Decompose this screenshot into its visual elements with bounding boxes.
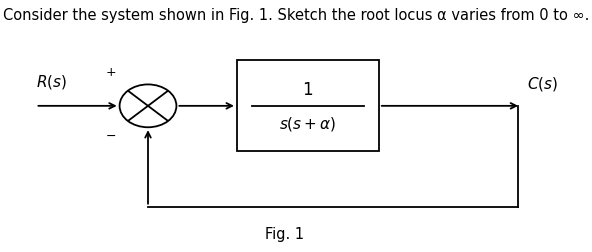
FancyBboxPatch shape (237, 60, 379, 151)
Text: $1$: $1$ (303, 81, 313, 100)
Text: $R(s)$: $R(s)$ (36, 73, 66, 91)
Text: $C(s)$: $C(s)$ (527, 75, 558, 93)
Text: Consider the system shown in Fig. 1. Sketch the root locus α varies from 0 to ∞.: Consider the system shown in Fig. 1. Ske… (3, 8, 589, 23)
Text: Fig. 1: Fig. 1 (265, 227, 304, 242)
Text: +: + (106, 66, 117, 79)
Text: −: − (106, 130, 117, 143)
Text: $s(s+\alpha)$: $s(s+\alpha)$ (279, 115, 336, 133)
